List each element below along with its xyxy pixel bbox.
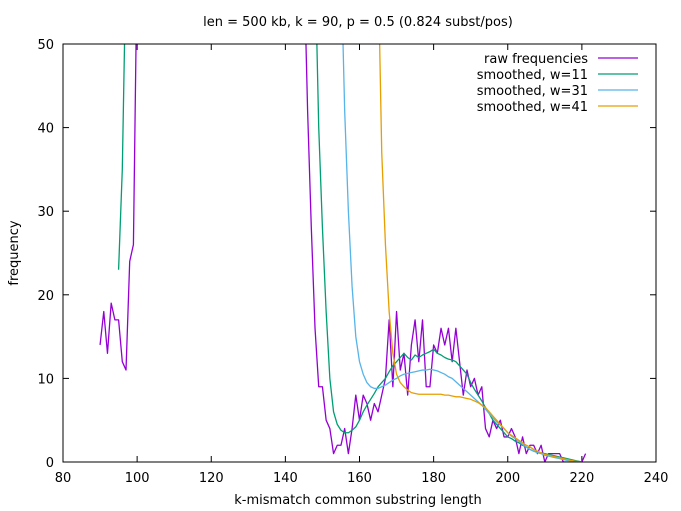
series-line-3 — [342, 44, 582, 462]
series-line-1 — [99, 44, 587, 462]
x-tick-label: 180 — [421, 471, 446, 486]
legend-label-2: smoothed, w=11 — [477, 68, 588, 83]
x-tick-label: 140 — [273, 471, 298, 486]
legend-label-1: raw frequencies — [484, 52, 588, 67]
y-tick-label: 40 — [37, 122, 54, 137]
y-tick-label: 20 — [37, 289, 54, 304]
x-tick-label: 240 — [644, 471, 669, 486]
y-tick-label: 10 — [37, 372, 54, 387]
y-tick-label: 0 — [46, 456, 54, 471]
y-axis-label: frequency — [7, 220, 22, 286]
axis-ticks: 80 100 120 140 160 180 200 220 240 0 10 20 30 40 50 — [37, 38, 668, 486]
x-tick-label: 200 — [495, 471, 520, 486]
y-tick-label: 50 — [37, 38, 54, 53]
series-line-4 — [378, 44, 582, 462]
chart-title: len = 500 kb, k = 90, p = 0.5 (0.824 sub… — [203, 15, 513, 30]
x-axis-label: k-mismatch common substring length — [234, 493, 481, 508]
legend-label-3: smoothed, w=31 — [477, 84, 588, 99]
series-group — [99, 44, 587, 462]
x-tick-label: 160 — [347, 471, 372, 486]
x-tick-label: 80 — [55, 471, 72, 486]
x-tick-label: 220 — [569, 471, 594, 486]
x-tick-label: 120 — [199, 471, 224, 486]
x-tick-label: 100 — [125, 471, 150, 486]
y-tick-label: 30 — [37, 205, 54, 220]
plot-frame — [62, 43, 657, 463]
legend-label-4: smoothed, w=41 — [477, 100, 588, 115]
